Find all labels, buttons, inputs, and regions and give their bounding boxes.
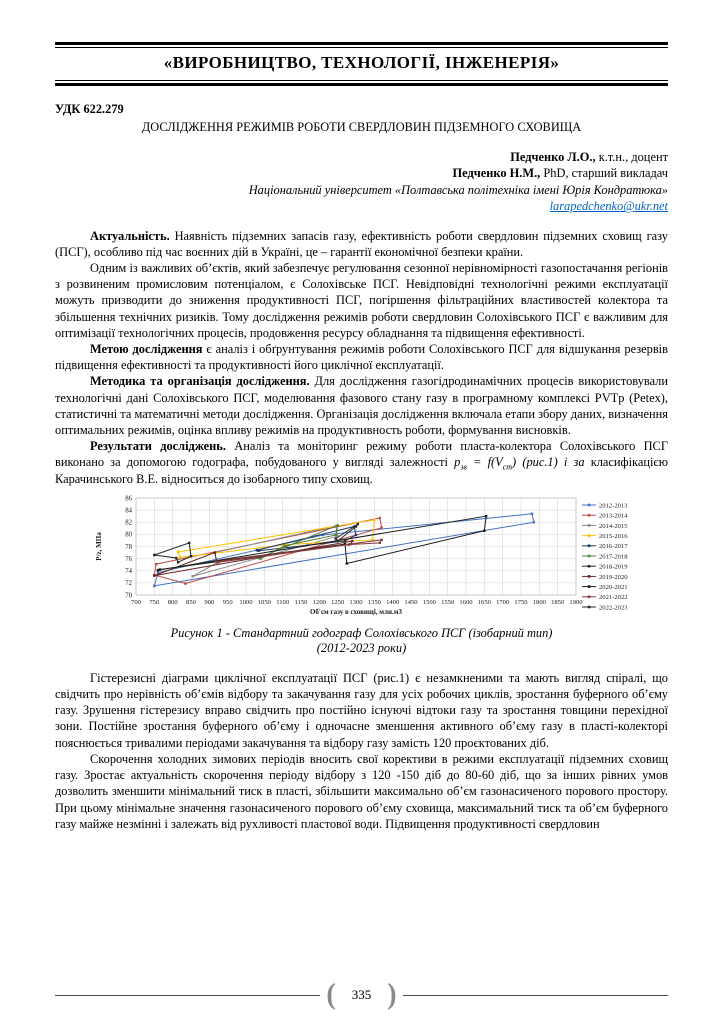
svg-text:1900: 1900 [569, 599, 583, 606]
paragraph: Скорочення холодних зимових періодів вно… [55, 751, 668, 831]
svg-text:700: 700 [131, 599, 142, 606]
svg-text:72: 72 [125, 580, 132, 587]
svg-text:1850: 1850 [551, 599, 565, 606]
svg-text:1700: 1700 [496, 599, 510, 606]
svg-text:1800: 1800 [533, 599, 547, 606]
svg-text:1600: 1600 [459, 599, 473, 606]
svg-text:1550: 1550 [441, 599, 455, 606]
svg-text:900: 900 [204, 599, 215, 606]
svg-text:1350: 1350 [368, 599, 382, 606]
figure-caption-line1: Рисунок 1 - Стандартний годограф Солохів… [170, 625, 553, 640]
svg-text:1750: 1750 [514, 599, 528, 606]
svg-text:1000: 1000 [239, 599, 253, 606]
svg-text:86: 86 [125, 495, 132, 502]
figure-1: 700 750 800 850 900 950 1000 1050 1100 1150 1200 12… [55, 491, 668, 657]
paragraph: Результати досліджень. Аналіз та монітор… [55, 439, 668, 486]
svg-text:1050: 1050 [258, 599, 272, 606]
svg-text:850: 850 [186, 599, 197, 606]
paragraph: Гістерезисні діаграми циклічної експлуат… [55, 670, 668, 750]
svg-text:2019-2020: 2019-2020 [599, 574, 628, 581]
svg-text:1650: 1650 [478, 599, 492, 606]
page-footer: ( 335 ) [55, 978, 668, 1011]
svg-text:750: 750 [149, 599, 160, 606]
authors-block: Педченко Л.О., к.т.н., доцент Педченко Н.… [55, 149, 668, 215]
figure-caption: Рисунок 1 - Стандартний годограф Солохів… [55, 626, 668, 657]
svg-text:1450: 1450 [404, 599, 418, 606]
footer-rule-left [55, 994, 321, 996]
svg-text:78: 78 [125, 544, 132, 551]
svg-text:2016-2017: 2016-2017 [599, 543, 628, 550]
paragraph: Методика та організація дослідження. Для… [55, 374, 668, 438]
svg-text:Об'єм газу в сховищі, млн.м3: Об'єм газу в сховищі, млн.м3 [310, 608, 403, 616]
svg-text:2017-2018: 2017-2018 [599, 553, 628, 560]
svg-text:2022-2023: 2022-2023 [599, 604, 628, 611]
svg-text:80: 80 [125, 532, 132, 539]
svg-text:P/z, МПа: P/z, МПа [95, 532, 103, 561]
email-link[interactable]: larapedchenko@ukr.net [549, 199, 668, 214]
svg-text:2014-2015: 2014-2015 [599, 523, 628, 530]
svg-text:1200: 1200 [313, 599, 327, 606]
article-title: ДОСЛІДЖЕННЯ РЕЖИМІВ РОБОТИ СВЕРДЛОВИН ПІ… [141, 120, 582, 134]
figure-caption-line2: (2012-2023 роки) [316, 641, 407, 656]
body-text-bottom: Гістерезисні діаграми циклічної експлуат… [55, 670, 668, 832]
body-text-top: Актуальність. Наявність підземних запасі… [55, 228, 668, 487]
svg-text:1500: 1500 [423, 599, 437, 606]
svg-text:800: 800 [168, 599, 179, 606]
chart-svg: 700 750 800 850 900 950 1000 1050 1100 1150 1200 12… [95, 495, 628, 616]
footer-rule-right [402, 994, 668, 996]
affiliation: Національний університет «Полтавська пол… [248, 182, 668, 197]
svg-text:2020-2021: 2020-2021 [599, 584, 628, 591]
svg-text:70: 70 [125, 592, 132, 599]
svg-text:2012-2013: 2012-2013 [599, 502, 628, 509]
svg-text:74: 74 [125, 568, 132, 575]
svg-text:1150: 1150 [295, 599, 309, 606]
svg-text:1400: 1400 [386, 599, 400, 606]
hodograph-chart: 700 750 800 850 900 950 1000 1050 1100 1150 1200 12… [92, 491, 668, 624]
footer-bracket-right-icon: ) [387, 978, 397, 1011]
svg-text:1300: 1300 [349, 599, 363, 606]
svg-text:2013-2014: 2013-2014 [599, 512, 628, 519]
svg-text:950: 950 [223, 599, 234, 606]
journal-header-band: «ВИРОБНИЦТВО, ТЕХНОЛОГІЇ, ІНЖЕНЕРІЯ» [55, 42, 668, 86]
svg-text:2018-2019: 2018-2019 [599, 563, 628, 570]
journal-title: «ВИРОБНИЦТВО, ТЕХНОЛОГІЇ, ІНЖЕНЕРІЯ» [55, 47, 668, 81]
page-number: 335 [351, 987, 372, 1002]
paragraph: Одним із важливих об’єктів, який забезпе… [55, 261, 668, 340]
svg-text:76: 76 [125, 556, 132, 563]
svg-text:84: 84 [125, 507, 132, 514]
svg-text:82: 82 [125, 519, 132, 526]
paragraph: Актуальність. Наявність підземних запасі… [55, 228, 668, 259]
footer-bracket-left-icon: ( [326, 978, 336, 1011]
svg-text:1250: 1250 [331, 599, 345, 606]
author-lines: Педченко Л.О., к.т.н., доцент Педченко Н.… [55, 149, 668, 182]
paragraph: Метою дослідження є аналіз і обґрунтуван… [55, 342, 668, 373]
svg-text:2021-2022: 2021-2022 [599, 594, 628, 601]
author-line: Педченко Л.О., к.т.н., доцент [510, 150, 668, 164]
udc-label: УДК 622.279 [55, 102, 124, 116]
svg-text:2015-2016: 2015-2016 [599, 533, 628, 540]
author-line: Педченко Н.М., PhD, старший викладач [452, 166, 668, 181]
svg-text:1100: 1100 [276, 599, 290, 606]
